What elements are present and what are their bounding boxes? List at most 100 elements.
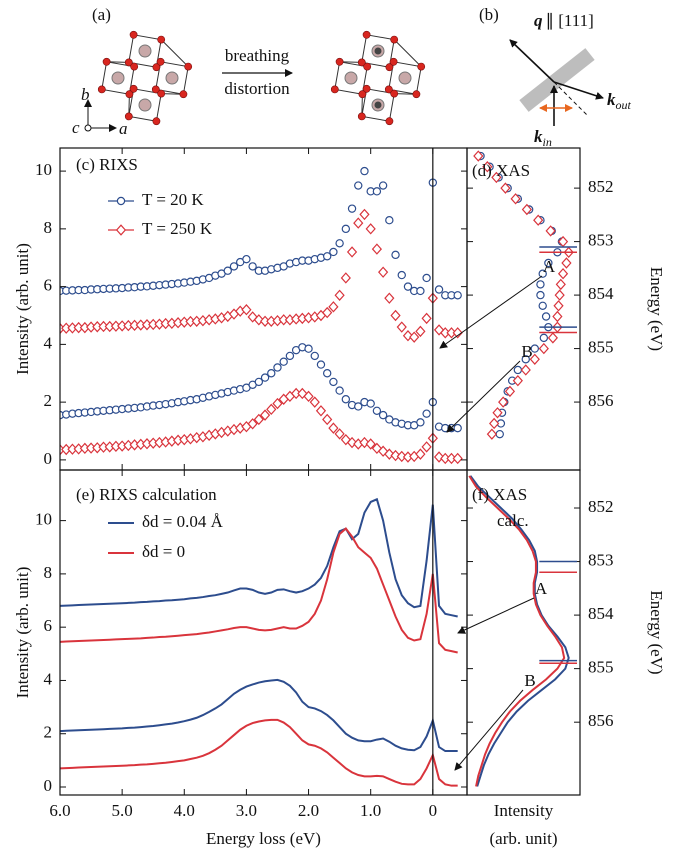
data-point <box>334 289 345 301</box>
data-point <box>267 369 276 378</box>
data-point <box>372 406 382 415</box>
y-tick-label: 854 <box>588 284 614 303</box>
data-point <box>328 422 339 434</box>
annotation-arrow <box>446 360 521 433</box>
data-point <box>422 273 431 283</box>
arrow-text: distortion <box>224 79 290 98</box>
data-point <box>340 272 351 284</box>
data-point <box>272 397 283 410</box>
x-tick-label: 4.0 <box>174 801 195 820</box>
data-point <box>322 252 332 261</box>
data-point <box>396 321 407 333</box>
data-point <box>553 300 564 312</box>
data-point <box>415 448 426 460</box>
data-point <box>378 410 388 420</box>
data-point <box>533 214 544 226</box>
data-point <box>416 286 425 296</box>
legend-label: T = 20 K <box>142 190 204 209</box>
y-tick-label: 856 <box>588 391 614 410</box>
breathing-centers <box>374 47 382 109</box>
y-tick-label: 0 <box>44 776 53 795</box>
y-axis-label: Energy (eV) <box>647 267 666 351</box>
axis-origin <box>84 124 92 132</box>
q-label: q ∥ [111] <box>534 11 594 30</box>
panel-label: (a) <box>92 5 111 24</box>
data-point <box>409 331 420 343</box>
data-point <box>552 310 563 323</box>
data-point <box>530 344 540 353</box>
data-point <box>310 351 319 361</box>
data-point <box>498 396 509 408</box>
plot-area <box>468 475 570 787</box>
data-point <box>500 182 511 194</box>
k-in-label: kin <box>534 127 552 149</box>
data-point <box>545 225 556 237</box>
data-point <box>223 266 232 275</box>
data-point <box>495 429 504 439</box>
panel-title: (e) RIXS calculation <box>76 485 217 504</box>
data-point <box>303 390 314 403</box>
data-point <box>341 224 351 234</box>
data-line <box>60 678 458 753</box>
y-axis-label: Energy (eV) <box>647 590 666 674</box>
data-point <box>335 386 344 395</box>
data-point <box>384 448 395 460</box>
axis-label: b <box>81 85 90 104</box>
data-point <box>513 365 523 375</box>
data-point <box>329 377 338 387</box>
data-point <box>242 254 251 264</box>
data-point <box>555 278 566 291</box>
arrow-text: breathing <box>225 46 290 65</box>
y-tick-label: 2 <box>44 723 53 742</box>
data-point <box>304 344 313 353</box>
data-point <box>561 257 572 269</box>
panel-subtitle: calc. <box>497 511 529 530</box>
data-point <box>229 262 239 271</box>
y-tick-label: 852 <box>588 497 614 516</box>
peak-label: A <box>535 579 548 598</box>
plot-frame <box>59 469 468 796</box>
q-symbol: q <box>534 11 543 30</box>
data-point <box>334 428 345 440</box>
data-point <box>340 433 351 446</box>
peak-label: B <box>521 342 532 361</box>
data-point <box>360 166 369 176</box>
lattice-before <box>97 30 193 126</box>
y-tick-label: 853 <box>588 231 614 250</box>
annotation-arrow <box>439 275 543 349</box>
legend-label: δd = 0 <box>142 542 185 561</box>
data-point <box>322 369 332 378</box>
plot-area <box>60 166 463 465</box>
data-point <box>253 314 264 326</box>
y-axis-label: Intensity (arb. unit) <box>13 243 32 375</box>
data-point <box>453 423 462 433</box>
peak-label: A <box>543 257 556 276</box>
y-tick-label: 10 <box>35 510 52 529</box>
y-tick-label: 4 <box>44 669 53 688</box>
data-point <box>273 363 282 372</box>
data-point <box>554 289 565 301</box>
data-point <box>390 309 401 322</box>
k-out-label: kout <box>607 90 632 112</box>
panel-title: (c) RIXS <box>76 155 138 174</box>
axis-label: a <box>119 119 128 138</box>
k-symbol: k <box>607 90 616 109</box>
data-point <box>378 181 388 190</box>
y-tick-label: 8 <box>44 563 53 582</box>
x-axis-label: Intensity <box>494 801 554 820</box>
panel-title: (d) XAS <box>472 161 530 180</box>
legend-marker <box>116 196 126 206</box>
legend-label: δd = 0.04 Å <box>142 512 224 531</box>
legend-marker <box>115 224 127 236</box>
x-tick-label: 3.0 <box>236 801 257 820</box>
y-tick-label: 855 <box>588 337 614 356</box>
data-point <box>520 364 531 376</box>
data-point <box>354 402 363 411</box>
k-subscript: in <box>543 135 552 149</box>
data-line <box>60 497 458 618</box>
data-point <box>335 239 344 248</box>
data-point <box>354 181 363 190</box>
x-tick-label: 0 <box>429 801 438 820</box>
data-point <box>557 267 569 280</box>
